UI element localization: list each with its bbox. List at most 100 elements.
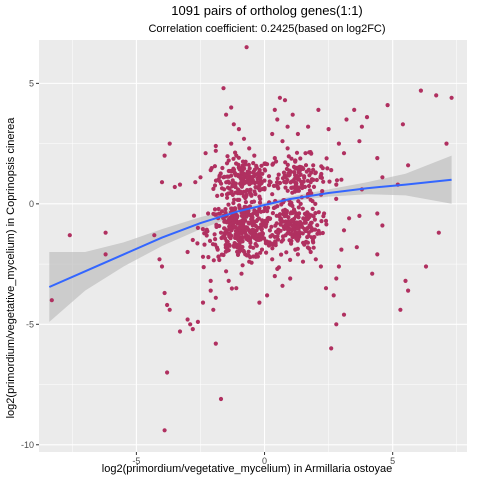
y-axis-label: log2(primordium/vegetative_mycelium) in …: [5, 117, 17, 419]
data-point: [246, 249, 251, 254]
data-point: [293, 187, 298, 192]
data-point: [293, 214, 299, 219]
data-point: [309, 177, 314, 182]
data-point: [216, 211, 221, 216]
data-point: [309, 170, 314, 175]
data-point: [185, 249, 190, 255]
data-point: [274, 180, 280, 185]
data-point: [300, 206, 305, 211]
data-point: [334, 196, 339, 201]
data-point: [159, 180, 165, 185]
data-point: [334, 322, 339, 327]
grid-lines: [39, 40, 467, 452]
data-point: [235, 214, 240, 219]
data-point: [212, 183, 218, 188]
data-point: [207, 238, 213, 243]
data-point: [295, 131, 300, 137]
data-point: [254, 219, 259, 224]
data-point: [219, 192, 225, 197]
data-point: [239, 213, 244, 218]
data-point: [403, 278, 408, 283]
confidence-ribbon-layer: [49, 155, 452, 322]
data-point: [241, 171, 246, 176]
data-point: [273, 241, 278, 246]
data-point: [231, 156, 236, 161]
data-point: [296, 169, 301, 174]
data-point: [225, 239, 230, 244]
data-point: [257, 181, 262, 186]
data-point: [229, 105, 234, 110]
data-point: [290, 190, 295, 195]
data-point: [222, 218, 227, 223]
data-point: [251, 161, 256, 166]
data-point: [241, 136, 247, 141]
data-point: [243, 189, 248, 194]
data-point: [284, 166, 289, 172]
data-point: [255, 172, 260, 177]
data-point: [311, 167, 316, 172]
data-point: [352, 107, 357, 112]
data-point: [257, 300, 262, 305]
data-point: [217, 179, 222, 184]
data-point: [305, 226, 310, 231]
data-point: [303, 216, 309, 221]
data-point: [300, 259, 306, 264]
data-point: [299, 179, 304, 184]
data-point: [243, 252, 248, 257]
data-point: [232, 180, 237, 186]
data-point: [244, 175, 249, 180]
data-point: [239, 166, 244, 171]
data-point: [309, 228, 314, 233]
data-point: [190, 237, 195, 243]
data-point: [234, 161, 239, 166]
data-point: [288, 231, 293, 236]
data-point: [247, 166, 252, 171]
data-point: [312, 217, 317, 222]
data-point: [211, 258, 216, 263]
data-point: [284, 250, 289, 255]
data-point: [296, 237, 301, 242]
data-point: [248, 177, 253, 182]
data-point: [185, 317, 190, 322]
data-point: [229, 173, 234, 178]
data-point: [191, 213, 197, 218]
data-point: [324, 156, 329, 161]
data-point: [311, 163, 316, 168]
axis-ticks: -5 0 5 -10 -5 0 5: [21, 78, 395, 466]
data-point: [242, 180, 247, 186]
data-point: [302, 242, 307, 247]
data-point: [320, 166, 325, 171]
data-point: [297, 164, 302, 169]
data-point: [357, 139, 362, 144]
data-point: [290, 218, 295, 223]
data-point: [274, 159, 279, 164]
data-point: [212, 232, 217, 237]
data-point: [251, 254, 256, 259]
data-point: [300, 231, 305, 236]
data-point: [270, 131, 275, 137]
data-point: [254, 163, 259, 168]
data-point: [218, 230, 224, 235]
data-point: [215, 193, 220, 198]
x-tick-label: 0: [262, 456, 267, 466]
data-point: [306, 183, 312, 189]
data-point: [298, 156, 303, 161]
data-point: [249, 231, 254, 236]
data-point: [298, 201, 303, 206]
data-point: [236, 238, 241, 243]
data-point: [444, 141, 449, 146]
data-point: [213, 148, 218, 153]
data-point: [341, 228, 347, 233]
data-point: [317, 231, 322, 236]
data-point: [188, 322, 193, 327]
data-point: [272, 107, 277, 112]
data-point: [195, 319, 200, 324]
data-point: [276, 265, 281, 270]
data-point: [208, 278, 213, 283]
data-point: [274, 213, 279, 218]
data-point: [275, 237, 281, 242]
data-point: [190, 327, 195, 332]
data-point: [236, 127, 241, 132]
data-point: [177, 182, 183, 187]
data-point: [293, 159, 298, 164]
